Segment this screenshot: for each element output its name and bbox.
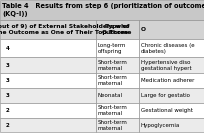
Text: Short-term
maternal: Short-term maternal (98, 105, 128, 116)
Bar (96, 103, 139, 118)
Text: Large for gestatio: Large for gestatio (141, 93, 190, 98)
Bar (0, 118, 96, 132)
Text: 2: 2 (6, 123, 10, 128)
Bar (0, 39, 96, 57)
Bar (139, 57, 204, 73)
Text: Chronic diseases (e
diabetes): Chronic diseases (e diabetes) (141, 43, 194, 54)
Bar (0, 103, 96, 118)
Text: Hypoglycemia: Hypoglycemia (141, 123, 180, 128)
Bar (139, 73, 204, 88)
Text: O: O (141, 27, 146, 32)
Bar (0, 20, 96, 39)
Text: Hypertensive diso
gestational hypert: Hypertensive diso gestational hypert (141, 60, 191, 70)
Text: Gestational weight: Gestational weight (141, 108, 193, 113)
Bar (139, 20, 204, 39)
Text: Short-term
maternal: Short-term maternal (98, 75, 128, 86)
Bar (0, 88, 96, 103)
Text: 3: 3 (6, 63, 10, 68)
Bar (96, 57, 139, 73)
Text: Long-term
offspring: Long-term offspring (98, 43, 126, 54)
Text: Medication adherer: Medication adherer (141, 78, 194, 83)
Text: 3: 3 (6, 78, 10, 83)
Bar (139, 88, 204, 103)
Bar (139, 39, 204, 57)
Text: Short-term
maternal: Short-term maternal (98, 60, 128, 70)
Text: Type of
Outcome: Type of Outcome (102, 24, 132, 35)
Text: 2: 2 (6, 108, 10, 113)
Bar (96, 73, 139, 88)
Bar (0, 57, 96, 73)
Text: Number (out of 9) of External Stakeholders who
Ranked the Outcome as One of Thei: Number (out of 9) of External Stakeholde… (0, 24, 130, 35)
Text: 3: 3 (6, 93, 10, 98)
Bar (96, 88, 139, 103)
Bar (96, 118, 139, 132)
Text: (KQ-I)): (KQ-I)) (2, 11, 28, 17)
Bar (139, 118, 204, 132)
Text: Table 4   Results from step 6 (prioritization of outcomes for research questions: Table 4 Results from step 6 (prioritizat… (2, 3, 204, 9)
Bar (0, 73, 96, 88)
Bar (96, 39, 139, 57)
Text: Short-term
maternal: Short-term maternal (98, 120, 128, 131)
Bar (96, 20, 139, 39)
Text: Neonatal: Neonatal (98, 93, 123, 98)
Bar (0, 0, 204, 20)
Text: 4: 4 (6, 46, 10, 51)
Bar (139, 103, 204, 118)
